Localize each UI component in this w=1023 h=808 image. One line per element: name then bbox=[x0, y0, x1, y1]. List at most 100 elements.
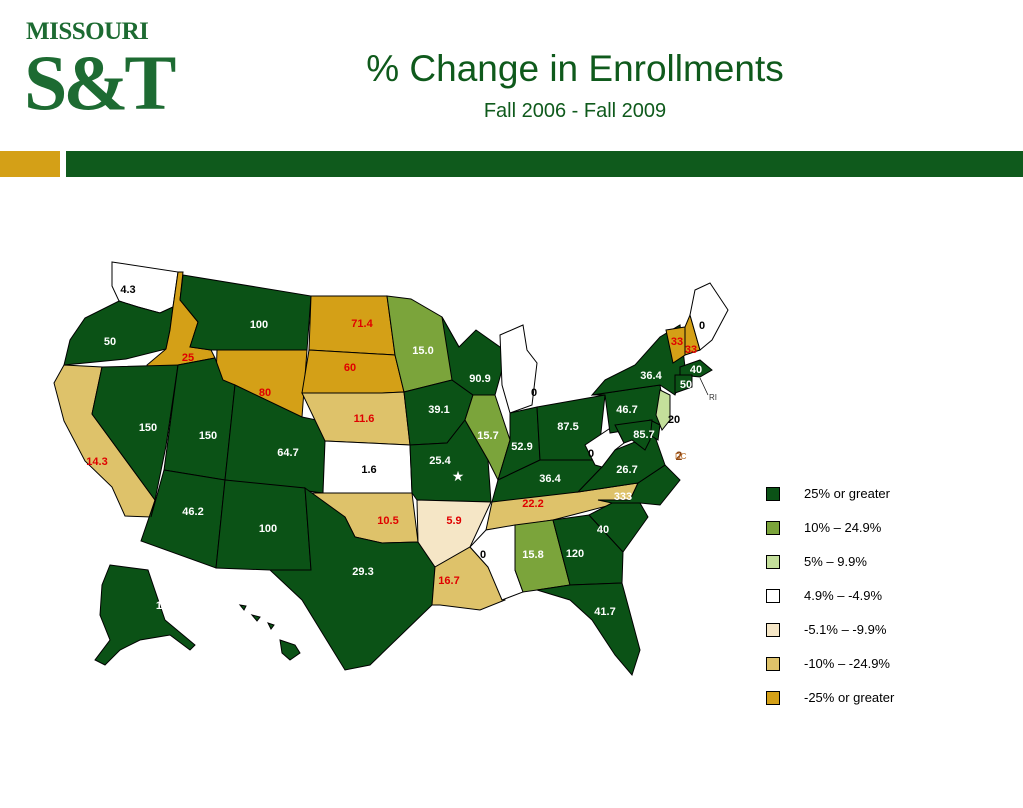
state-value-tn: 22.2 bbox=[522, 498, 543, 510]
state-ma bbox=[679, 359, 713, 378]
state-value-md: 85.7 bbox=[633, 429, 654, 441]
state-value-or: 50 bbox=[104, 336, 116, 348]
legend-swatch bbox=[766, 589, 780, 603]
legend-label: 10% – 24.9% bbox=[804, 520, 882, 535]
state-value-nm: 100 bbox=[259, 523, 277, 535]
state-value-az: 46.2 bbox=[182, 506, 203, 518]
state-value-nv: 150 bbox=[139, 422, 157, 434]
state-value-mn: 15.0 bbox=[412, 345, 433, 357]
legend-item: 25% or greater bbox=[766, 486, 986, 504]
state-value-ca: 14.3 bbox=[86, 456, 107, 468]
page-subtitle: Fall 2006 - Fall 2009 bbox=[483, 100, 667, 122]
legend-swatch bbox=[766, 623, 780, 637]
logo-missouri-text: MISSOURI bbox=[26, 18, 149, 45]
state-ga bbox=[552, 514, 624, 586]
state-value-wa: 4.3 bbox=[120, 284, 135, 296]
legend-label: -10% – -24.9% bbox=[804, 656, 890, 671]
state-nc bbox=[597, 464, 681, 506]
state-nv bbox=[91, 364, 179, 502]
legend-label: 5% – 9.9% bbox=[804, 554, 867, 569]
state-value-ct: 50 bbox=[680, 379, 692, 391]
state-value-labels: 4.3 50 14.3 25 150 100 80 150 46.2 64.7 100 71.4 60 1… bbox=[86, 284, 705, 655]
tag-rhode-island: RI bbox=[709, 393, 717, 402]
state-value-ga: 120 bbox=[566, 548, 584, 560]
legend-item: -5.1% – -9.9% bbox=[766, 622, 986, 640]
legend-swatch bbox=[766, 691, 780, 705]
us-enrollment-map: 4.3 50 14.3 25 150 100 80 150 46.2 64.7 100 71.4 60 1… bbox=[53, 261, 729, 677]
campus-star-icon: ★ bbox=[452, 468, 465, 484]
state-value-va: 26.7 bbox=[616, 464, 637, 476]
state-value-ok: 10.5 bbox=[377, 515, 398, 527]
state-value-nc: 333 bbox=[614, 491, 632, 503]
legend-label: 4.9% – -4.9% bbox=[804, 588, 883, 603]
legend-swatch bbox=[766, 521, 780, 535]
header-gold-bar bbox=[0, 151, 60, 177]
state-value-ks: 1.6 bbox=[361, 464, 376, 476]
tag-district-of-columbia: DC bbox=[675, 452, 687, 461]
state-value-al: 15.8 bbox=[522, 549, 543, 561]
state-value-fl: 41.7 bbox=[594, 606, 615, 618]
state-value-sc: 40 bbox=[597, 524, 609, 536]
ri-leader-line bbox=[699, 377, 709, 396]
state-value-de: 200 bbox=[671, 431, 689, 443]
state-value-vt: 33 bbox=[671, 336, 683, 348]
state-value-ar: 5.9 bbox=[446, 515, 461, 527]
state-mo bbox=[409, 419, 492, 503]
missouri-st-logo: MISSOURI S&T bbox=[24, 18, 176, 128]
state-value-nd: 71.4 bbox=[351, 318, 373, 330]
legend-item: 10% – 24.9% bbox=[766, 520, 986, 538]
state-me bbox=[689, 282, 729, 351]
legend-label: -25% or greater bbox=[804, 690, 895, 705]
state-value-ma: 40 bbox=[690, 364, 702, 376]
state-value-ak: 100 bbox=[156, 600, 174, 612]
state-value-sd: 60 bbox=[344, 362, 356, 374]
state-value-mi: 0 bbox=[531, 387, 537, 399]
state-value-id: 25 bbox=[182, 352, 194, 364]
legend-label: 25% or greater bbox=[804, 486, 890, 501]
state-mi bbox=[499, 324, 538, 414]
legend-label: -5.1% – -9.9% bbox=[804, 622, 887, 637]
state-value-dc: 2 bbox=[676, 449, 683, 463]
state-value-wv: 0 bbox=[588, 448, 594, 460]
state-value-ne: 11.6 bbox=[354, 413, 375, 425]
state-hi bbox=[238, 604, 301, 661]
state-value-nj: 20 bbox=[668, 414, 680, 426]
logo-st-text: S&T bbox=[24, 39, 176, 126]
legend-swatch bbox=[766, 487, 780, 501]
state-value-wi: 90.9 bbox=[469, 373, 490, 385]
state-nj bbox=[655, 389, 671, 431]
header-green-bar bbox=[66, 151, 1023, 177]
state-value-pa: 46.7 bbox=[616, 404, 637, 416]
state-value-wy: 80 bbox=[259, 387, 271, 399]
state-value-ny: 36.4 bbox=[640, 370, 662, 382]
state-ak bbox=[94, 564, 196, 666]
state-ct bbox=[674, 374, 693, 394]
state-value-ky: 36.4 bbox=[539, 473, 561, 485]
state-mt bbox=[179, 274, 312, 351]
state-value-mo: 25.4 bbox=[429, 455, 451, 467]
state-wi bbox=[441, 316, 508, 396]
state-value-me: 0 bbox=[699, 320, 705, 332]
state-value-mt: 100 bbox=[250, 319, 268, 331]
state-value-tx: 29.3 bbox=[352, 566, 373, 578]
legend-swatch bbox=[766, 657, 780, 671]
state-value-ut: 150 bbox=[199, 430, 217, 442]
state-value-ms: 0 bbox=[480, 549, 486, 561]
state-value-co: 64.7 bbox=[277, 447, 298, 459]
state-value-il: 15.7 bbox=[477, 430, 498, 442]
state-fl bbox=[536, 582, 641, 677]
legend-item: 5% – 9.9% bbox=[766, 554, 986, 572]
legend-item: 4.9% – -4.9% bbox=[766, 588, 986, 606]
state-value-la: 16.7 bbox=[438, 575, 459, 587]
state-value-ia: 39.1 bbox=[428, 404, 449, 416]
state-sc bbox=[588, 502, 649, 553]
state-value-hi: 100 bbox=[256, 643, 274, 655]
state-md bbox=[614, 419, 653, 451]
state-value-oh: 87.5 bbox=[557, 421, 578, 433]
state-value-nh: 33 bbox=[685, 344, 697, 356]
legend-item: -10% – -24.9% bbox=[766, 656, 986, 674]
page-title: % Change in Enrollments bbox=[366, 48, 784, 89]
state-shapes bbox=[53, 261, 729, 677]
legend-swatch bbox=[766, 555, 780, 569]
state-value-in: 52.9 bbox=[511, 441, 532, 453]
